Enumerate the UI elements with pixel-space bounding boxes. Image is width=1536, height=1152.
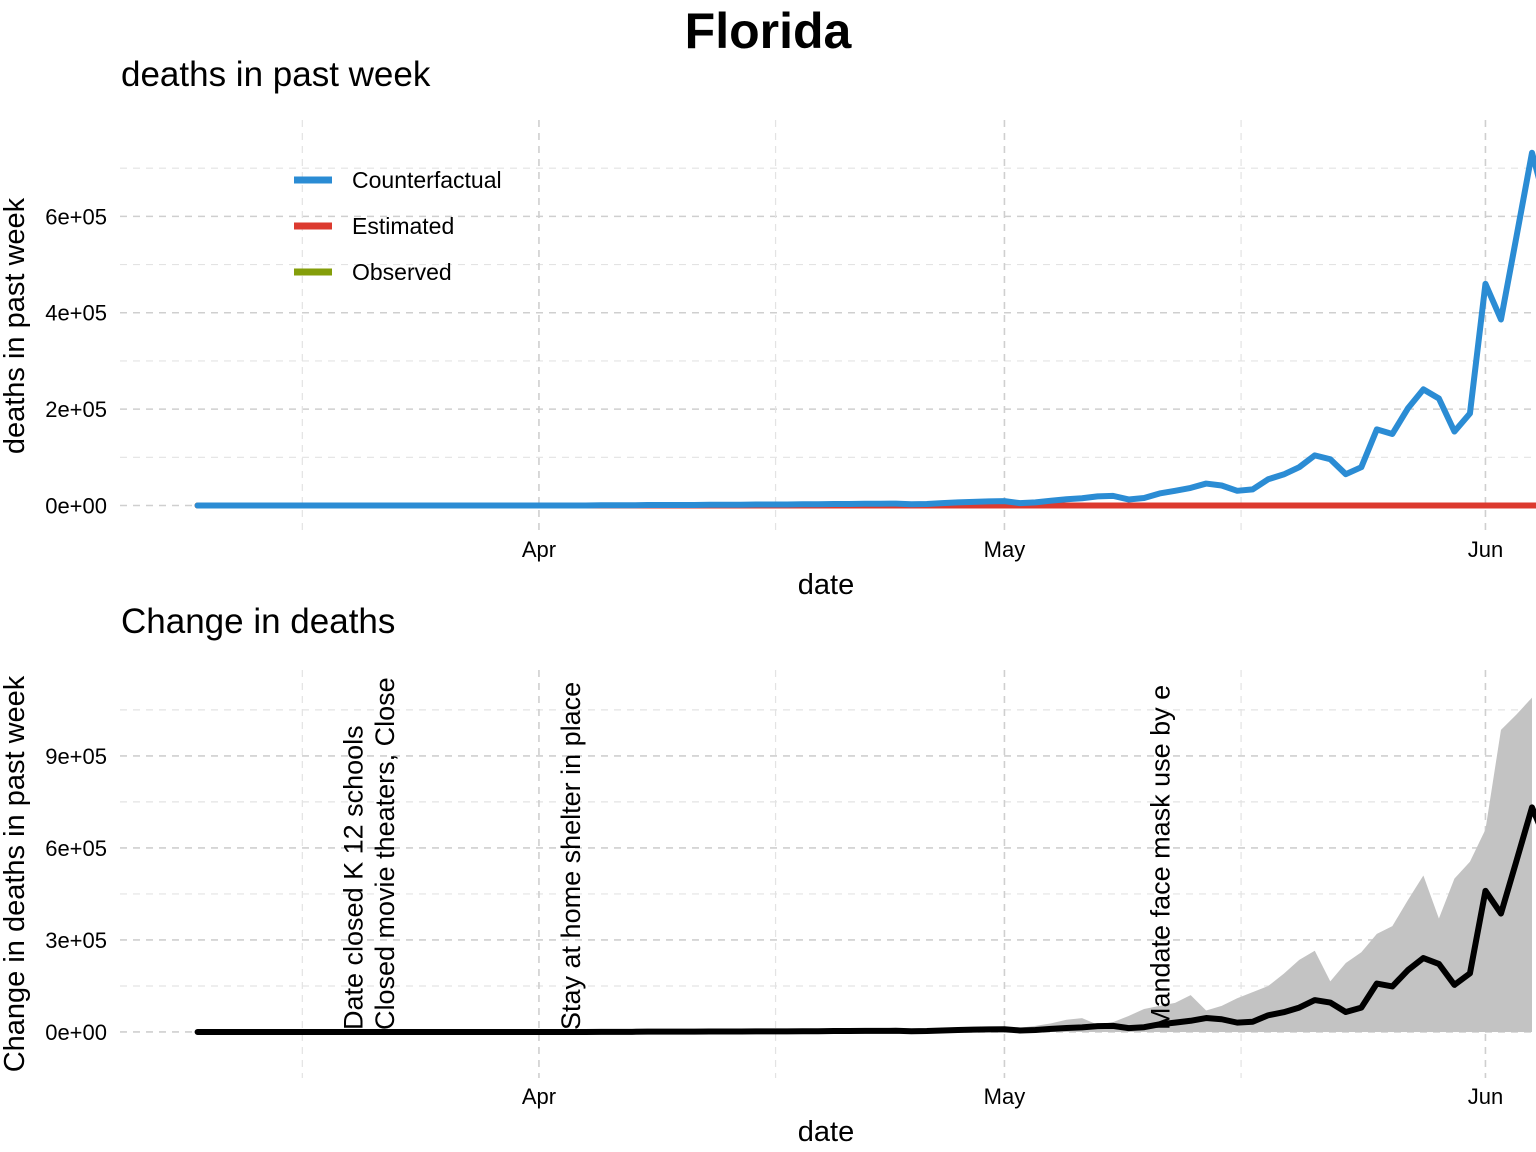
bottom-panel-series bbox=[194, 804, 1536, 1035]
top-y-axis-title: deaths in past week bbox=[0, 197, 31, 454]
bottom-x-tick-label: Apr bbox=[522, 1084, 556, 1109]
legend: Counterfactual Estimated Observed bbox=[294, 167, 502, 285]
change-line bbox=[194, 804, 1536, 1035]
top-y-tick-label: 2e+05 bbox=[45, 397, 107, 422]
annotation-label: Closed movie theaters, Close bbox=[370, 677, 400, 1030]
bottom-panel-axes: 0e+00 3e+05 6e+05 9e+05 Apr May Jun date Change … bbox=[0, 675, 1503, 1148]
bottom-y-tick-label: 3e+05 bbox=[45, 928, 107, 953]
top-panel-title: deaths in past week bbox=[121, 55, 431, 94]
top-panel-series bbox=[194, 149, 1536, 509]
legend-label-estimated: Estimated bbox=[352, 213, 454, 239]
bottom-panel-band bbox=[1004, 697, 1532, 1032]
top-x-axis-title: date bbox=[798, 569, 854, 601]
bottom-panel-annotations: Date closed K 12 schools Closed movie the… bbox=[339, 677, 1176, 1030]
bottom-y-tick-label: 0e+00 bbox=[45, 1020, 107, 1045]
top-panel-axes: 0e+00 2e+05 4e+05 6e+05 Apr May Jun date deaths … bbox=[0, 197, 1503, 601]
bottom-x-axis-title: date bbox=[798, 1116, 854, 1148]
bottom-y-tick-label: 6e+05 bbox=[45, 836, 107, 861]
annotation-label: Mandate face mask use by e bbox=[1146, 685, 1176, 1030]
uncertainty-band bbox=[1004, 697, 1532, 1032]
bottom-x-tick-label: May bbox=[984, 1084, 1026, 1109]
series-line-counterfactual bbox=[194, 149, 1536, 509]
annotation-label: Stay at home shelter in place bbox=[556, 682, 586, 1030]
top-x-tick-label: May bbox=[984, 537, 1026, 562]
bottom-x-tick-label: Jun bbox=[1468, 1084, 1503, 1109]
annotation-label: Date closed K 12 schools bbox=[339, 725, 369, 1030]
bottom-panel-title: Change in deaths bbox=[121, 602, 396, 641]
bottom-y-tick-label: 9e+05 bbox=[45, 744, 107, 769]
top-y-tick-label: 0e+00 bbox=[45, 493, 107, 518]
top-x-tick-label: Apr bbox=[522, 537, 556, 562]
top-x-tick-label: Jun bbox=[1468, 537, 1503, 562]
top-y-tick-label: 4e+05 bbox=[45, 301, 107, 326]
legend-label-counterfactual: Counterfactual bbox=[352, 167, 502, 193]
legend-label-observed: Observed bbox=[352, 259, 452, 285]
chart-title: Florida bbox=[684, 3, 852, 59]
bottom-y-axis-title: Change in deaths in past week bbox=[0, 675, 31, 1072]
top-y-tick-label: 6e+05 bbox=[45, 204, 107, 229]
